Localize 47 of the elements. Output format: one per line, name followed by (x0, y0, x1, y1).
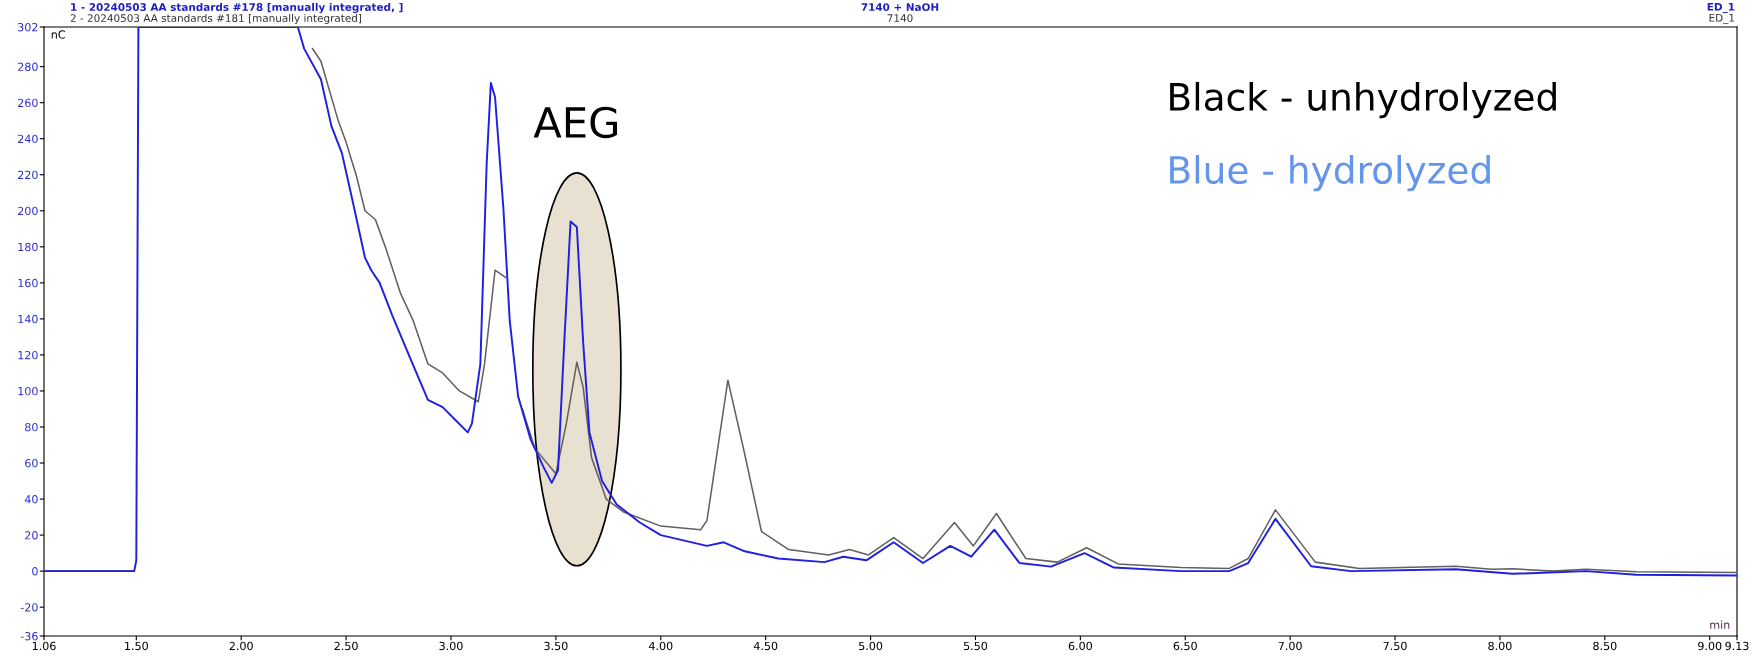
x-tick-label: 2.50 (334, 641, 358, 651)
y-tick-label: 40 (24, 495, 38, 504)
y-tick-label: 260 (18, 98, 38, 108)
y-tick-label: 160 (18, 278, 38, 288)
y-tick-label: 80 (25, 422, 38, 432)
x-tick-label: 7.50 (1383, 641, 1407, 651)
x-tick-label: 3.50 (544, 641, 568, 651)
x-tick-label: 2.00 (229, 641, 253, 651)
y-axis-title: nC (51, 30, 65, 39)
x-tick-label: 9.00 (1698, 641, 1722, 651)
y-tick-label: 200 (18, 206, 38, 216)
text: 7140 + NaOH (861, 3, 939, 12)
text: 1 - 20240503 AA standards #178 [manually integrated, ] (71, 2, 403, 14)
y-tick-label: 220 (18, 170, 38, 180)
y-tick-label: 240 (18, 134, 38, 144)
x-tick-label: 1.06 (32, 641, 56, 651)
x-tick-label: 9.13 (1725, 641, 1749, 651)
y-tick-label: 20 (25, 531, 38, 540)
x-tick-label: 3.00 (439, 641, 463, 651)
annotation: Blue - hydrolyzed (1170, 155, 1490, 192)
annotation: AEG (533, 106, 617, 139)
text: 2 - 20240503 AA standards #181 [manually integrated] (70, 13, 362, 25)
y-tick-label: 60 (25, 459, 38, 468)
x-tick-label: 6.50 (1173, 641, 1197, 651)
y-tick-label: -20 (20, 603, 38, 612)
x-axis-title: min (1710, 620, 1730, 629)
x-tick-label: 5.50 (963, 641, 988, 651)
y-tick-label: 120 (18, 350, 38, 360)
y-tick-label: -36 (20, 631, 38, 641)
y-tick-label: 100 (18, 386, 38, 396)
annotation: Black - unhydrolyzed (1170, 81, 1556, 119)
x-tick-label: 1.50 (125, 641, 148, 651)
y-tick-label: 0 (32, 567, 38, 576)
x-tick-label: 4.00 (648, 641, 673, 651)
x-tick-label: 8.00 (1488, 641, 1512, 651)
y-tick-label: 140 (18, 314, 38, 324)
x-tick-label: 8.50 (1593, 641, 1617, 651)
text: ED_1 (1707, 2, 1735, 14)
y-tick-label: 280 (18, 62, 38, 72)
x-tick-label: 7.00 (1278, 641, 1302, 651)
x-tick-label: 4.50 (753, 641, 778, 651)
text: 7140 (887, 14, 913, 23)
y-tick-label: 180 (18, 242, 38, 252)
text: ED_1 (1709, 13, 1735, 25)
x-tick-label: 6.00 (1068, 641, 1092, 651)
x-tick-label: 5.00 (859, 641, 883, 651)
y-tick-label: 302 (18, 22, 38, 32)
